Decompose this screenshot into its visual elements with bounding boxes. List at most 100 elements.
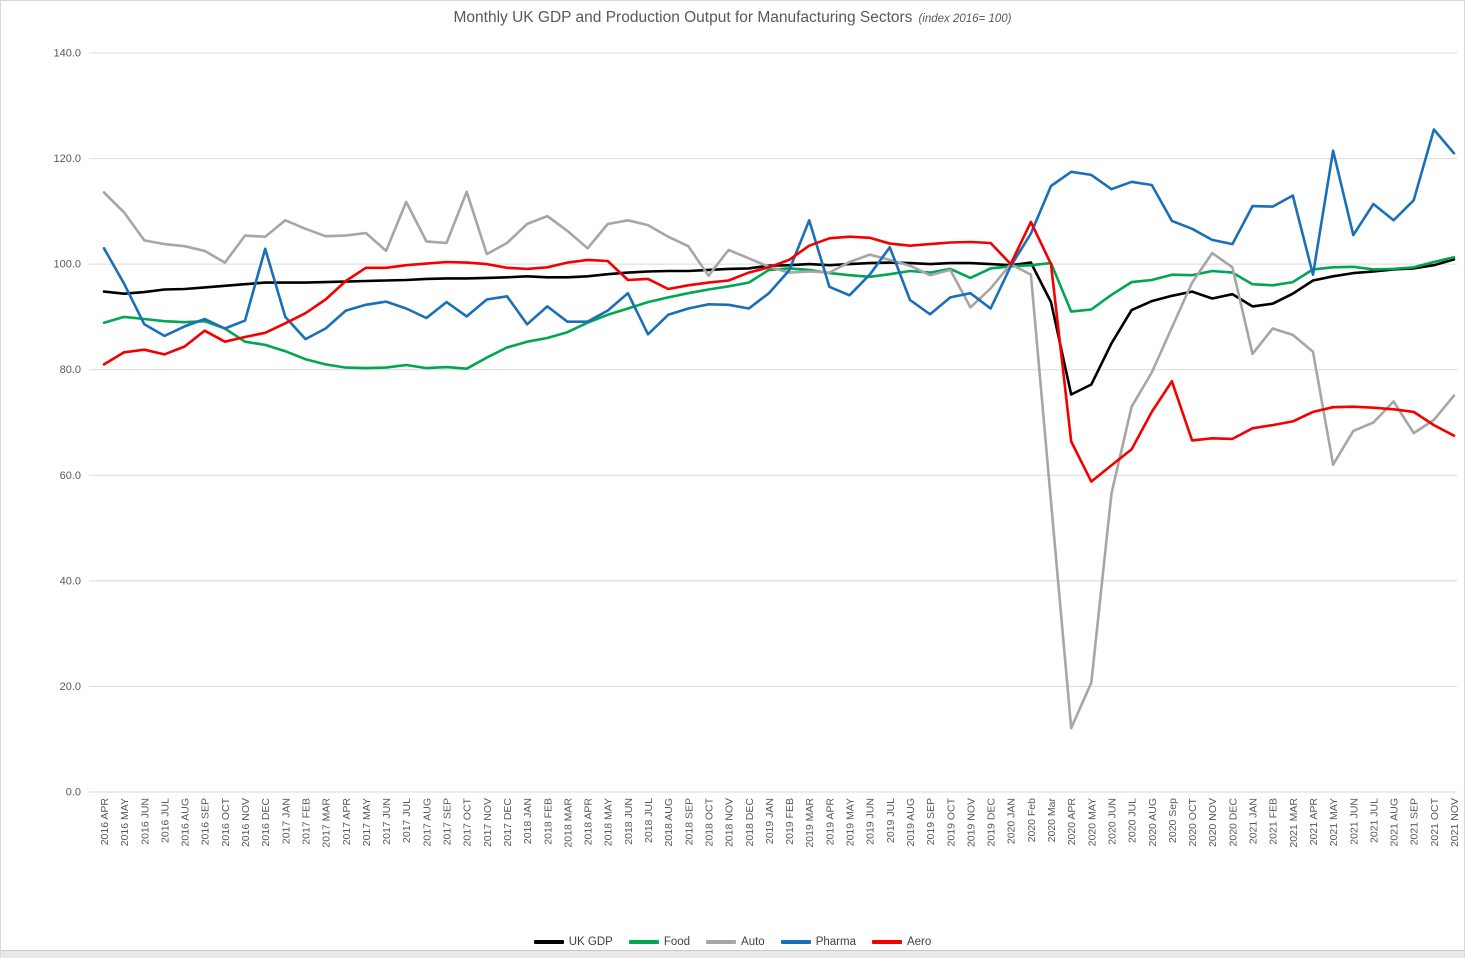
series-line-pharma <box>102 128 1456 341</box>
legend-item-auto[interactable]: Auto <box>706 936 765 948</box>
x-axis-tick-label: 2018 JUL <box>643 798 655 843</box>
y-axis-tick-label: 20.0 <box>60 681 81 693</box>
x-axis-tick-label: 2016 APR <box>99 798 111 846</box>
legend-item-aero[interactable]: Aero <box>871 936 932 948</box>
x-axis-tick-label: 2019 MAY <box>845 798 857 846</box>
x-axis-tick-label: 2020 APR <box>1066 798 1078 846</box>
chart-title: Monthly UK GDP and Production Output for… <box>1 9 1464 27</box>
y-axis-tick-label: 140.0 <box>53 48 81 60</box>
x-axis-tick-label: 2021 NOV <box>1449 798 1461 847</box>
x-axis-tick-label: 2020 OCT <box>1187 797 1199 846</box>
x-axis-tick-label: 2017 JUL <box>401 798 413 843</box>
x-axis-tick-label: 2020 JUL <box>1127 798 1139 843</box>
x-axis-tick-label: 2017 MAR <box>321 798 333 848</box>
x-axis-tick-label: 2020 AUG <box>1147 798 1159 846</box>
x-axis-tick-label: 2018 MAY <box>603 798 615 846</box>
x-axis-tick-label: 2021 JAN <box>1248 798 1260 844</box>
x-axis-tick-label: 2019 JUL <box>885 798 897 843</box>
series-line-auto <box>102 190 1456 730</box>
x-axis-tick-label: 2020 JUN <box>1106 798 1118 845</box>
x-axis-tick-label: 2019 APR <box>824 798 836 846</box>
window-bottom-strip <box>1 950 1464 958</box>
x-axis-tick-label: 2018 NOV <box>724 798 736 847</box>
x-axis-tick-label: 2020 Feb <box>1026 798 1038 843</box>
x-axis-tick-label: 2019 OCT <box>945 797 957 846</box>
legend-item-pharma[interactable]: Pharma <box>780 936 856 948</box>
legend-swatch-icon <box>706 940 737 944</box>
legend-label: UK GDP <box>568 936 613 948</box>
x-axis-tick-label: 2016 SEP <box>200 798 212 845</box>
chart-title-text: Monthly UK GDP and Production Output for… <box>453 9 913 26</box>
x-axis-tick-label: 2020 Mar <box>1046 797 1058 842</box>
x-axis-tick-label: 2017 JAN <box>280 798 292 844</box>
legend-swatch-icon <box>628 940 659 944</box>
x-axis-tick-label: 2021 MAY <box>1328 798 1340 846</box>
x-axis-tick-label: 2019 JUN <box>865 798 877 845</box>
x-axis-tick-label: 2017 JUN <box>381 798 393 845</box>
y-axis-tick-label: 120.0 <box>53 153 81 165</box>
x-axis-tick-label: 2018 FEB <box>542 798 554 845</box>
legend-label: Aero <box>906 936 932 948</box>
x-axis-tick-label: 2017 AUG <box>421 798 433 846</box>
x-axis-tick-label: 2016 NOV <box>240 798 252 847</box>
x-axis-tick-label: 2021 MAR <box>1288 798 1300 848</box>
legend-item-uk-gdp[interactable]: UK GDP <box>533 936 613 948</box>
x-axis-tick-label: 2016 DEC <box>260 798 272 847</box>
x-axis-tick-label: 2020 Sep <box>1167 798 1179 843</box>
x-axis-tick-label: 2017 SEP <box>442 798 454 845</box>
x-axis-tick-label: 2017 FEB <box>300 798 312 845</box>
x-axis-tick-label: 2017 APR <box>341 798 353 846</box>
x-axis-tick-label: 2018 APR <box>583 798 595 846</box>
legend-swatch-icon <box>871 940 902 944</box>
x-axis-tick-label: 2020 NOV <box>1207 798 1219 847</box>
y-axis-tick-label: 40.0 <box>60 575 81 587</box>
x-axis-tick-label: 2019 JAN <box>764 798 776 844</box>
x-axis-tick-label: 2018 JUN <box>623 798 635 845</box>
y-axis-tick-label: 100.0 <box>53 259 81 271</box>
x-axis-tick-label: 2020 JAN <box>1006 798 1018 844</box>
x-axis-tick-label: 2018 JAN <box>522 798 534 844</box>
x-axis-tick-label: 2019 SEP <box>925 798 937 845</box>
x-axis-tick-label: 2018 MAR <box>562 798 574 848</box>
x-axis-tick-label: 2016 AUG <box>180 798 192 846</box>
series-line-aero <box>102 220 1456 483</box>
x-axis-tick-label: 2021 APR <box>1308 798 1320 846</box>
y-axis-tick-label: 60.0 <box>60 470 81 482</box>
x-axis-tick-label: 2021 SEP <box>1409 798 1421 845</box>
x-axis-tick-label: 2016 MAY <box>119 798 131 846</box>
x-axis-tick-label: 2019 AUG <box>905 798 917 846</box>
y-axis-tick-label: 0.0 <box>66 787 81 799</box>
x-axis-tick-label: 2017 NOV <box>482 798 494 847</box>
legend-label: Pharma <box>815 936 856 948</box>
x-axis-tick-label: 2021 JUL <box>1368 798 1380 843</box>
x-axis-tick-label: 2018 OCT <box>703 797 715 846</box>
chart-subtitle-text: (index 2016= 100) <box>918 13 1012 25</box>
x-axis-tick-label: 2019 FEB <box>784 798 796 845</box>
x-axis-tick-label: 2016 OCT <box>220 797 232 846</box>
x-axis-tick-label: 2018 DEC <box>744 798 756 847</box>
chart-legend: UK GDP Food Auto Pharma Aero <box>1 936 1464 948</box>
x-axis-tick-label: 2021 JUN <box>1348 798 1360 845</box>
x-axis-tick-label: 2018 AUG <box>663 798 675 846</box>
x-axis-tick-label: 2019 DEC <box>986 798 998 847</box>
legend-swatch-icon <box>780 940 811 944</box>
x-axis-tick-label: 2019 NOV <box>965 798 977 847</box>
x-axis-tick-label: 2017 DEC <box>502 798 514 847</box>
legend-swatch-icon <box>533 940 564 944</box>
x-axis-tick-label: 2021 OCT <box>1429 797 1441 846</box>
x-axis-tick-label: 2018 SEP <box>683 798 695 845</box>
legend-item-food[interactable]: Food <box>628 936 690 948</box>
x-axis-tick-label: 2016 JUL <box>159 798 171 843</box>
x-axis-tick-label: 2016 JUN <box>139 798 151 845</box>
x-axis-tick-label: 2019 MAR <box>804 798 816 848</box>
x-axis-tick-label: 2021 FEB <box>1268 798 1280 845</box>
x-axis-tick-label: 2020 DEC <box>1227 798 1239 847</box>
x-axis-tick-label: 2017 OCT <box>462 797 474 846</box>
x-axis-tick-label: 2021 AUG <box>1389 798 1401 846</box>
series-line-uk-gdp <box>102 258 1456 396</box>
x-axis-tick-label: 2020 MAY <box>1086 798 1098 846</box>
y-axis-tick-label: 80.0 <box>60 364 81 376</box>
legend-label: Auto <box>741 936 765 948</box>
